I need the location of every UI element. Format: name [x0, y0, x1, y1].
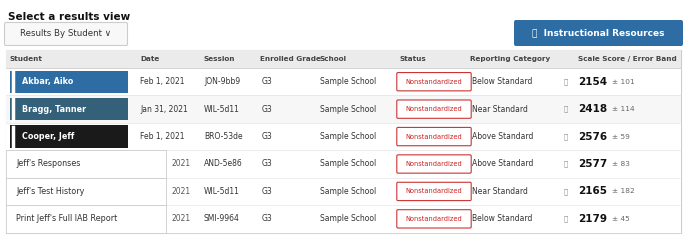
FancyBboxPatch shape [397, 182, 471, 200]
FancyBboxPatch shape [10, 98, 128, 120]
FancyBboxPatch shape [397, 100, 471, 118]
Text: Print Jeff's Full IAB Report: Print Jeff's Full IAB Report [16, 214, 117, 223]
Text: Below Standard: Below Standard [472, 77, 532, 86]
Text: 2418: 2418 [578, 104, 607, 114]
FancyBboxPatch shape [10, 125, 128, 148]
Text: Sample School: Sample School [320, 187, 376, 196]
Text: Jeff's Responses: Jeff's Responses [16, 159, 80, 169]
Text: Sample School: Sample School [320, 159, 376, 169]
Text: ± 45: ± 45 [612, 216, 630, 222]
Text: G3: G3 [262, 187, 273, 196]
Text: Sample School: Sample School [320, 77, 376, 86]
Text: ± 182: ± 182 [612, 188, 635, 194]
Text: BRO-53de: BRO-53de [204, 132, 243, 141]
Text: Student: Student [10, 56, 43, 62]
Text: 2576: 2576 [578, 132, 607, 141]
Text: Bragg, Tanner: Bragg, Tanner [22, 105, 86, 114]
FancyBboxPatch shape [397, 127, 471, 146]
FancyBboxPatch shape [6, 178, 166, 205]
FancyBboxPatch shape [6, 150, 681, 178]
FancyBboxPatch shape [6, 50, 681, 232]
Text: SMI-9964: SMI-9964 [204, 214, 240, 223]
Text: 🔒: 🔒 [564, 133, 568, 140]
FancyBboxPatch shape [6, 95, 681, 123]
Text: Nonstandardized: Nonstandardized [405, 79, 462, 85]
Text: Cooper, Jeff: Cooper, Jeff [22, 132, 74, 141]
Text: Results By Student ∨: Results By Student ∨ [21, 30, 111, 39]
Text: Reporting Category: Reporting Category [470, 56, 550, 62]
Text: Below Standard: Below Standard [472, 214, 532, 223]
Text: School: School [320, 56, 347, 62]
Text: Feb 1, 2021: Feb 1, 2021 [140, 77, 185, 86]
Text: G3: G3 [262, 132, 273, 141]
Text: Nonstandardized: Nonstandardized [405, 106, 462, 112]
FancyBboxPatch shape [514, 20, 683, 46]
Text: Above Standard: Above Standard [472, 132, 533, 141]
Text: 🔒: 🔒 [564, 161, 568, 167]
FancyBboxPatch shape [6, 68, 681, 95]
Text: Nonstandardized: Nonstandardized [405, 134, 462, 139]
FancyBboxPatch shape [6, 205, 166, 232]
FancyBboxPatch shape [6, 205, 681, 232]
Text: Sample School: Sample School [320, 132, 376, 141]
FancyBboxPatch shape [6, 178, 681, 205]
Text: 🔒: 🔒 [564, 78, 568, 85]
Text: 2165: 2165 [578, 186, 607, 196]
Text: 2577: 2577 [578, 159, 607, 169]
Text: Sample School: Sample School [320, 214, 376, 223]
FancyBboxPatch shape [6, 50, 681, 68]
Text: ± 114: ± 114 [612, 106, 635, 112]
Text: WIL-5d11: WIL-5d11 [204, 187, 240, 196]
FancyBboxPatch shape [397, 210, 471, 228]
Text: Nonstandardized: Nonstandardized [405, 188, 462, 194]
Text:   Instructional Resources:  Instructional Resources [532, 29, 665, 37]
Text: Near Standard: Near Standard [472, 105, 528, 114]
Text: G3: G3 [262, 214, 273, 223]
Text: G3: G3 [262, 105, 273, 114]
FancyBboxPatch shape [6, 150, 166, 178]
Text: ± 83: ± 83 [612, 161, 630, 167]
FancyBboxPatch shape [5, 22, 128, 46]
Text: G3: G3 [262, 77, 273, 86]
Text: Akbar, Aiko: Akbar, Aiko [22, 77, 74, 86]
Text: Date: Date [140, 56, 159, 62]
Text: 🔒: 🔒 [564, 106, 568, 112]
Text: Nonstandardized: Nonstandardized [405, 216, 462, 222]
Text: 2021: 2021 [171, 187, 190, 196]
FancyBboxPatch shape [6, 123, 681, 150]
Text: 2021: 2021 [171, 214, 190, 223]
Text: Above Standard: Above Standard [472, 159, 533, 169]
FancyBboxPatch shape [10, 71, 128, 93]
Text: Jeff's Test History: Jeff's Test History [16, 187, 85, 196]
Text: AND-5e86: AND-5e86 [204, 159, 243, 169]
Text: JON-9bb9: JON-9bb9 [204, 77, 240, 86]
Text: ± 59: ± 59 [612, 134, 630, 139]
Text: Scale Score / Error Band: Scale Score / Error Band [578, 56, 677, 62]
Text: 2021: 2021 [171, 159, 190, 169]
Text: Sample School: Sample School [320, 105, 376, 114]
Text: 🔒: 🔒 [564, 215, 568, 222]
FancyBboxPatch shape [397, 73, 471, 91]
Text: G3: G3 [262, 159, 273, 169]
Text: Jan 31, 2021: Jan 31, 2021 [140, 105, 188, 114]
Text: 2179: 2179 [578, 214, 607, 224]
Text: Nonstandardized: Nonstandardized [405, 161, 462, 167]
Text: Session: Session [204, 56, 236, 62]
Text: Near Standard: Near Standard [472, 187, 528, 196]
FancyBboxPatch shape [397, 155, 471, 173]
Text: Status: Status [400, 56, 427, 62]
Text: 2154: 2154 [578, 77, 607, 87]
Text: ± 101: ± 101 [612, 79, 635, 85]
Text: Enrolled Grade: Enrolled Grade [260, 56, 321, 62]
Text: WIL-5d11: WIL-5d11 [204, 105, 240, 114]
Text: Select a results view: Select a results view [8, 12, 131, 22]
Text: 🔒: 🔒 [564, 188, 568, 195]
Text: Feb 1, 2021: Feb 1, 2021 [140, 132, 185, 141]
